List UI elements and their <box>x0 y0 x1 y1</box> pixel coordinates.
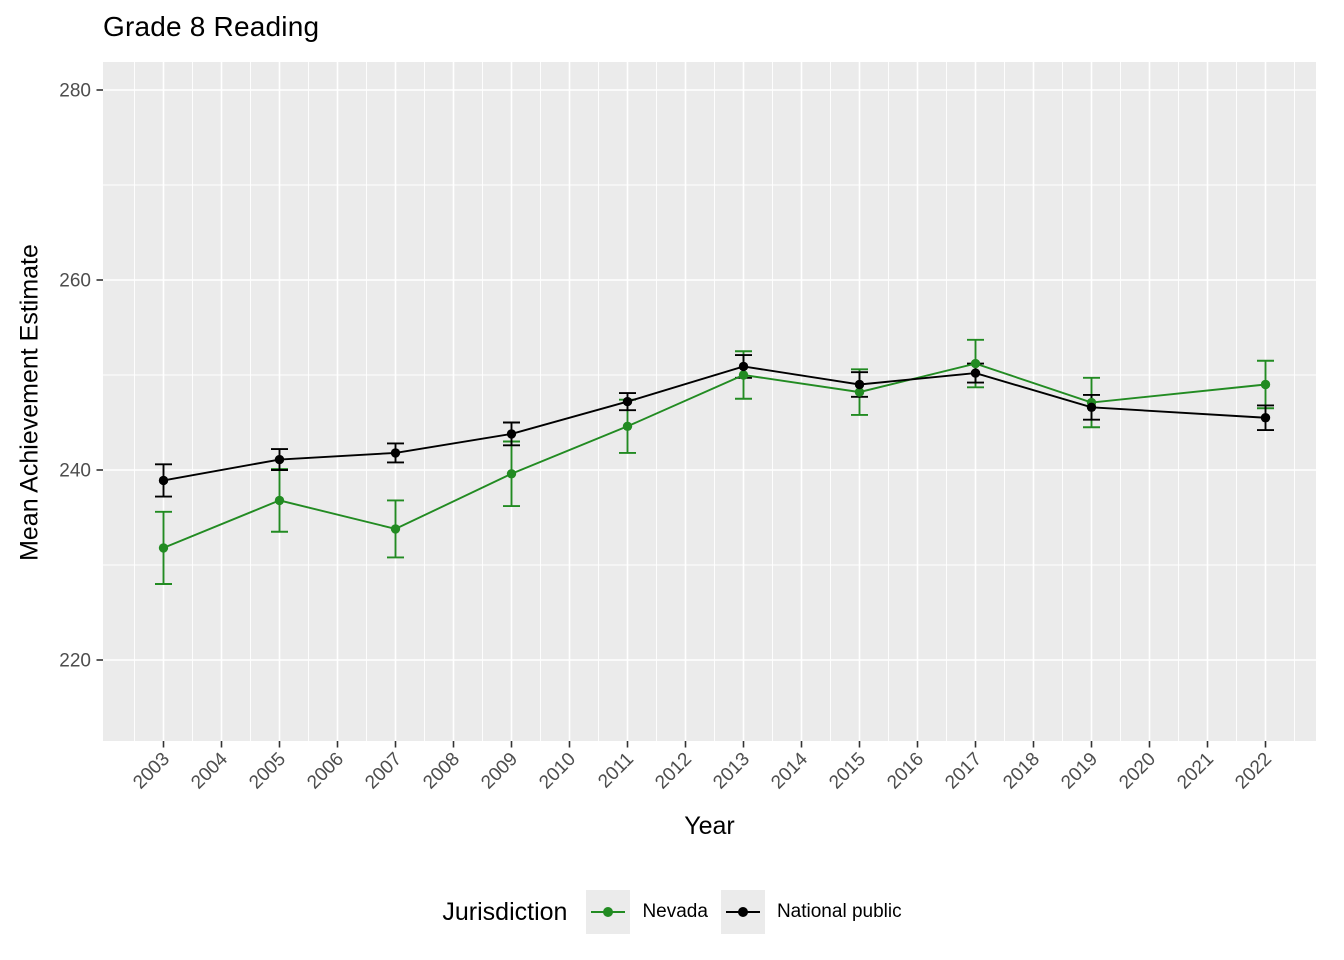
data-point <box>506 469 517 479</box>
data-point <box>390 524 401 534</box>
data-point <box>390 448 401 458</box>
data-point <box>738 361 749 372</box>
svg-text:2013: 2013 <box>709 749 754 794</box>
svg-text:2016: 2016 <box>883 749 928 794</box>
y-axis-title: Mean Achievement Estimate <box>15 244 44 561</box>
data-point <box>1086 402 1097 412</box>
data-point <box>274 454 285 465</box>
data-point <box>1260 413 1271 423</box>
svg-text:2015: 2015 <box>825 749 870 794</box>
data-point <box>158 475 169 486</box>
legend-label-national-public: National public <box>776 901 902 922</box>
svg-text:2006: 2006 <box>303 749 348 794</box>
svg-text:2003: 2003 <box>129 749 174 794</box>
series-points-1 <box>158 361 1271 486</box>
svg-text:2005: 2005 <box>245 749 290 794</box>
svg-text:2022: 2022 <box>1231 749 1276 794</box>
svg-text:2012: 2012 <box>651 749 696 794</box>
svg-text:2007: 2007 <box>361 749 406 794</box>
series-line-1 <box>163 365 1266 482</box>
svg-text:2011: 2011 <box>594 749 638 793</box>
nevada-line-point-icon <box>586 890 631 934</box>
x-tick-labels: 2003 2004 2005 2006 2007 2008 2009 2010 2011 2012… <box>129 748 1276 793</box>
legend-item-nevada: Nevada <box>586 890 708 934</box>
svg-text:220: 220 <box>59 651 91 672</box>
data-point <box>622 421 633 431</box>
svg-text:240: 240 <box>59 461 91 482</box>
data-point <box>158 543 169 553</box>
series-line-0 <box>163 362 1266 549</box>
y-tick-labels: 220 240 260 280 <box>59 81 91 672</box>
svg-text:2021: 2021 <box>1173 749 1218 794</box>
svg-text:2008: 2008 <box>419 749 464 794</box>
chart-canvas: 220 240 260 280 2003 2004 2005 2006 2007 2008 2009… <box>59 62 1316 793</box>
x-axis-title: Year <box>684 812 735 840</box>
svg-text:2018: 2018 <box>999 749 1044 794</box>
national-public-line-point-icon <box>720 890 765 934</box>
svg-text:2014: 2014 <box>767 748 812 793</box>
data-point <box>622 396 633 407</box>
svg-text:2019: 2019 <box>1057 749 1102 794</box>
legend: Jurisdiction Nevada National public <box>0 882 1344 942</box>
data-point <box>970 358 981 369</box>
axis-ticks <box>96 89 1267 748</box>
svg-text:2004: 2004 <box>187 748 232 793</box>
svg-text:2020: 2020 <box>1115 749 1160 794</box>
major-gridlines <box>103 62 1316 741</box>
plot-title: Grade 8 Reading <box>103 11 320 42</box>
svg-text:2010: 2010 <box>535 749 580 794</box>
legend-label-nevada: Nevada <box>642 901 708 922</box>
data-point <box>1260 379 1271 390</box>
data-point <box>274 495 285 506</box>
panel-background <box>103 62 1316 741</box>
legend-title: Jurisdiction <box>442 897 568 926</box>
minor-gridlines <box>103 62 1316 741</box>
data-point <box>970 368 981 378</box>
svg-text:280: 280 <box>59 81 91 102</box>
data-point <box>854 379 865 390</box>
svg-text:260: 260 <box>59 271 91 292</box>
legend-item-national-public: National public <box>720 890 902 934</box>
svg-text:2009: 2009 <box>477 749 522 794</box>
data-point <box>738 370 749 380</box>
data-point <box>854 387 865 397</box>
svg-text:2017: 2017 <box>941 749 986 794</box>
data-point <box>506 429 517 439</box>
series-points-0 <box>158 358 1271 553</box>
